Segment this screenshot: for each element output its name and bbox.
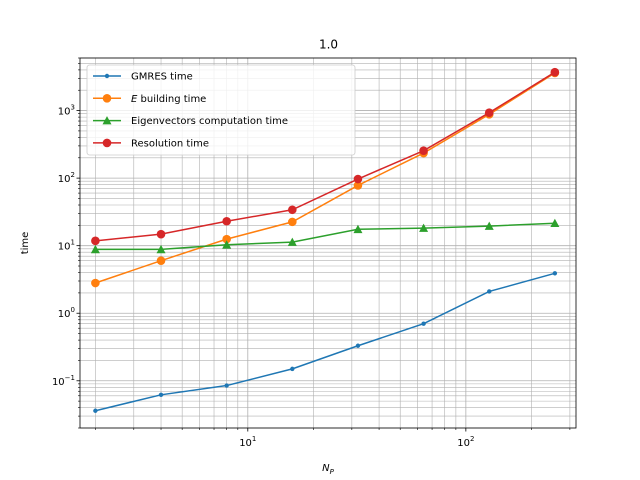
data-point-3: [91, 236, 100, 246]
data-point-2: [156, 244, 166, 254]
data-point-2: [222, 240, 232, 249]
legend-label-2: Eigenvectors computation time: [131, 116, 288, 127]
data-point-1: [91, 278, 100, 288]
data-point-0: [421, 321, 426, 326]
data-point-2: [484, 221, 494, 230]
series-line-3: [95, 71, 556, 242]
data-point-1: [288, 217, 297, 227]
data-point-0: [355, 343, 361, 348]
series-line-2: [95, 222, 555, 251]
data-point-3: [484, 108, 494, 117]
legend-label-3: Resolution time: [131, 139, 209, 150]
data-point-2: [419, 223, 429, 232]
data-point-2: [90, 244, 100, 254]
y-tick-label: 100: [58, 306, 75, 320]
x-tick-label: 102: [457, 435, 474, 449]
data-point-2: [287, 237, 297, 246]
legend-marker-2: [102, 116, 112, 125]
x-axis-title: NP: [322, 463, 334, 476]
data-point-3: [222, 216, 231, 226]
data-point-1: [353, 181, 363, 190]
series-line-0: [95, 272, 556, 412]
legend: GMRES time E building time Eigenvectors co…: [86, 64, 356, 156]
legend-label-0: GMRES time: [131, 72, 193, 83]
data-point-2: [353, 224, 363, 234]
y-tick-label: 101: [58, 239, 75, 253]
x-tick-label: 101: [239, 435, 256, 449]
legend-marker-3: [102, 138, 112, 148]
data-point-3: [288, 205, 297, 215]
data-point-3: [156, 229, 166, 239]
y-axis-title: time: [20, 232, 31, 255]
plot-series: [90, 67, 560, 413]
chart-title: 1.0: [319, 38, 338, 52]
data-point-0: [224, 383, 229, 388]
legend-marker-1: [102, 94, 112, 103]
series-line-1: [95, 72, 556, 284]
y-tick-label: 103: [58, 104, 75, 118]
axis-ticks: 101 102 10−1 100 101 102 103: [52, 57, 571, 449]
data-point-2: [550, 218, 560, 228]
y-tick-label: 102: [58, 171, 75, 185]
data-point-0: [158, 392, 164, 398]
y-tick-label: 10−1: [52, 374, 75, 388]
data-point-3: [550, 67, 560, 77]
data-point-1: [156, 256, 166, 265]
data-point-3: [353, 174, 363, 184]
plot-frame: [79, 57, 577, 429]
data-point-3: [419, 146, 428, 155]
legend-marker-0: [104, 73, 110, 79]
data-point-0: [487, 289, 492, 294]
legend-label-1: E building time: [131, 94, 206, 105]
data-point-0: [552, 271, 558, 276]
data-point-0: [93, 408, 98, 413]
legend-box: [86, 64, 356, 156]
data-point-0: [290, 366, 295, 372]
data-point-1: [222, 234, 231, 244]
